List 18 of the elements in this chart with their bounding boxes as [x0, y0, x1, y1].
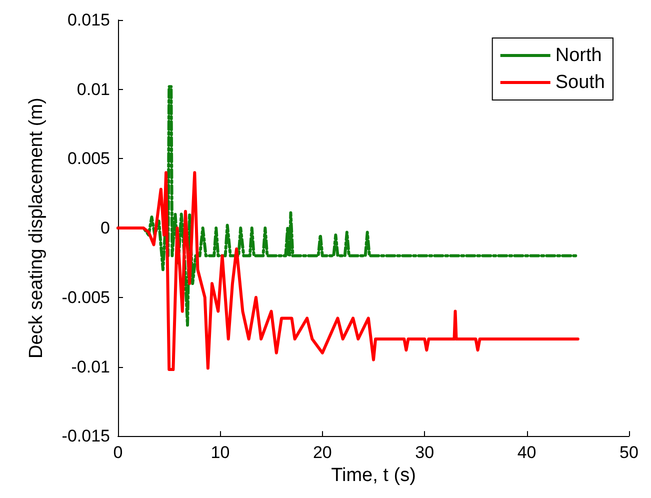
x-tick-label: 30: [415, 443, 434, 462]
y-tick-label: 0.005: [67, 149, 110, 168]
x-tick-label: 50: [620, 443, 638, 462]
x-axis-title: Time, t (s): [331, 465, 416, 486]
x-tick-label: 10: [210, 443, 230, 462]
legend-label: South: [555, 72, 606, 93]
y-tick-label: -0.005: [62, 288, 110, 307]
x-tick-label: 40: [517, 443, 536, 462]
y-tick-label: 0.01: [76, 80, 110, 99]
x-tick-label: 20: [312, 443, 332, 462]
legend-label: North: [555, 45, 602, 66]
y-tick-label: -0.015: [62, 426, 110, 446]
y-tick-label: 0.015: [67, 10, 110, 30]
x-tick-label: 0: [113, 443, 123, 462]
y-tick-label: -0.01: [71, 357, 110, 376]
y-axis-title: Deck seating displacement (m): [26, 98, 47, 358]
line-series: [116, 171, 580, 372]
y-tick-label: 0: [100, 218, 110, 238]
